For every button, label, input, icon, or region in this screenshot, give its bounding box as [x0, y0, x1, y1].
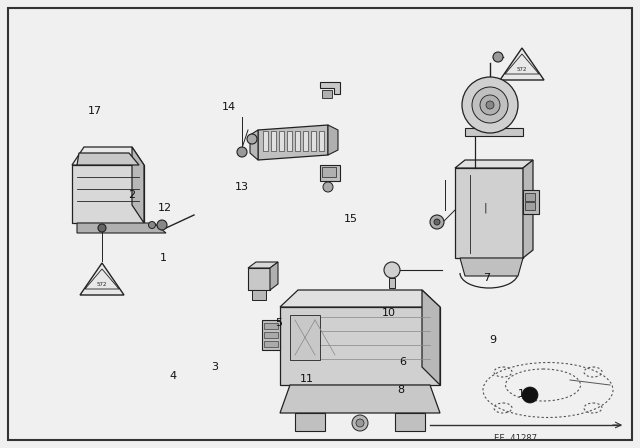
Polygon shape — [132, 147, 144, 223]
Bar — [320, 165, 340, 181]
Bar — [525, 193, 535, 201]
Text: 4: 4 — [169, 371, 177, 381]
Text: 8: 8 — [397, 385, 405, 395]
Polygon shape — [455, 168, 523, 258]
Bar — [322, 90, 332, 98]
Bar — [303, 131, 308, 151]
Polygon shape — [248, 262, 278, 268]
Polygon shape — [500, 48, 544, 80]
Polygon shape — [77, 223, 166, 233]
Text: 572: 572 — [97, 281, 108, 287]
Circle shape — [522, 387, 538, 403]
Polygon shape — [72, 147, 144, 165]
Text: 2: 2 — [127, 190, 135, 200]
Text: 16: 16 — [518, 389, 532, 399]
Bar — [264, 323, 278, 329]
Polygon shape — [77, 153, 139, 165]
Circle shape — [430, 215, 444, 229]
Text: 6: 6 — [400, 357, 406, 367]
Text: 14: 14 — [222, 102, 236, 112]
Text: 1: 1 — [160, 253, 166, 263]
Bar — [311, 131, 316, 151]
Circle shape — [434, 219, 440, 225]
Circle shape — [237, 147, 247, 157]
Bar — [395, 413, 425, 431]
Bar — [389, 278, 395, 288]
Text: EE 41287: EE 41287 — [493, 434, 536, 443]
Circle shape — [98, 224, 106, 232]
Polygon shape — [80, 263, 124, 295]
Bar — [252, 290, 266, 300]
Polygon shape — [320, 82, 340, 94]
Polygon shape — [523, 160, 533, 258]
Bar — [319, 131, 324, 151]
Circle shape — [462, 77, 518, 133]
Bar — [295, 131, 300, 151]
Polygon shape — [460, 258, 523, 276]
Text: 5: 5 — [275, 318, 282, 327]
Polygon shape — [270, 262, 278, 290]
Circle shape — [148, 221, 156, 228]
Polygon shape — [455, 160, 533, 168]
Polygon shape — [72, 165, 144, 223]
Text: |: | — [483, 202, 487, 212]
Polygon shape — [280, 290, 440, 307]
Bar — [263, 131, 268, 151]
Bar — [523, 190, 539, 214]
Text: 11: 11 — [300, 374, 314, 383]
Polygon shape — [280, 385, 440, 413]
Circle shape — [384, 262, 400, 278]
Text: 10: 10 — [381, 308, 396, 318]
Circle shape — [480, 95, 500, 115]
Bar — [279, 131, 284, 151]
Text: 13: 13 — [235, 182, 249, 192]
Polygon shape — [465, 128, 523, 136]
Bar — [262, 320, 280, 350]
Text: 12: 12 — [158, 203, 172, 213]
Text: 7: 7 — [483, 273, 490, 283]
Text: 17: 17 — [88, 106, 102, 116]
Text: 572: 572 — [516, 66, 527, 72]
Circle shape — [323, 182, 333, 192]
Circle shape — [247, 134, 257, 144]
Polygon shape — [422, 290, 440, 385]
Text: 15: 15 — [344, 214, 358, 224]
Polygon shape — [258, 125, 328, 160]
Circle shape — [486, 101, 494, 109]
Bar — [525, 202, 535, 210]
Circle shape — [493, 52, 503, 62]
Bar — [248, 268, 270, 290]
Polygon shape — [250, 130, 258, 160]
Text: 9: 9 — [489, 335, 497, 345]
Bar — [264, 332, 278, 338]
Bar — [322, 167, 336, 177]
Bar — [271, 131, 276, 151]
Circle shape — [472, 87, 508, 123]
Polygon shape — [280, 307, 440, 385]
Polygon shape — [328, 125, 338, 155]
Text: 3: 3 — [211, 362, 218, 372]
Bar — [295, 413, 325, 431]
Bar — [290, 315, 320, 360]
Circle shape — [352, 415, 368, 431]
Bar — [287, 131, 292, 151]
Circle shape — [157, 220, 167, 230]
Bar — [264, 341, 278, 347]
Circle shape — [356, 419, 364, 427]
